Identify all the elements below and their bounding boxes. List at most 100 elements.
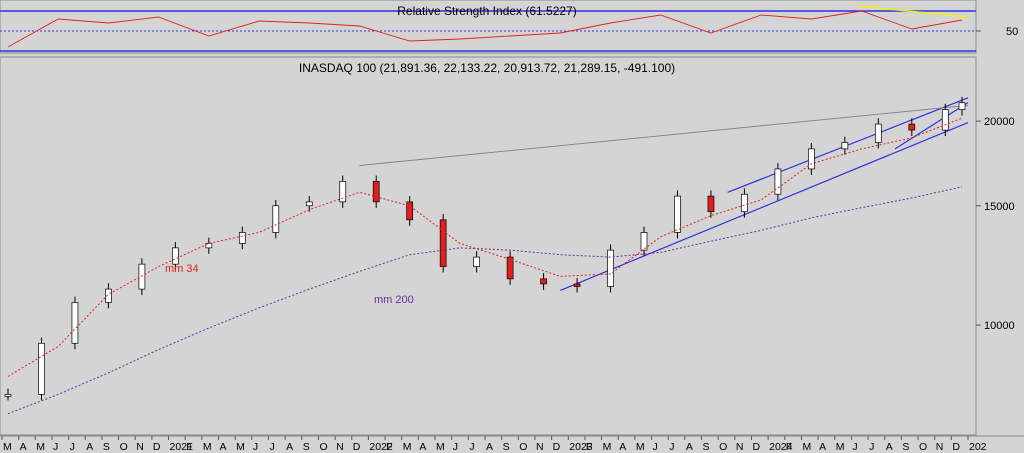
x-tick-label: M [3, 441, 12, 453]
price-title: INASDAQ 100 (21,891.36, 22,133.22, 20,91… [299, 61, 675, 75]
x-tick-label: A [419, 441, 426, 453]
x-tick-label: J [653, 441, 658, 453]
candle-body [874, 123, 882, 143]
x-tick-label: S [503, 441, 510, 453]
candle-body [138, 263, 146, 290]
x-tick-label: D [153, 441, 161, 453]
x-tick-label: A [486, 441, 493, 453]
x-tick-label: 2022 [369, 441, 393, 453]
candle-body [272, 205, 280, 233]
candle-body [607, 249, 614, 287]
rsi-series-group [7, 5, 969, 48]
x-tick-label: A [686, 441, 693, 453]
trendline [359, 104, 969, 166]
x-tick-label: F [186, 441, 192, 453]
candle-body [640, 232, 648, 251]
x-tick-label: A [286, 441, 293, 453]
x-tick-label: S [703, 441, 710, 453]
x-tick-label: S [103, 441, 110, 453]
candle-body [707, 195, 715, 213]
x-tick-label: O [120, 441, 128, 453]
price-y-axis: 10000 15000 20000 [976, 116, 1015, 332]
x-tick-label: A [20, 441, 27, 453]
candle-body [372, 180, 380, 203]
candle-body [540, 278, 547, 285]
x-tick-label: J [269, 441, 274, 453]
rsi-y-tick-label: 50 [1006, 26, 1018, 38]
rsi-trendline [857, 5, 969, 18]
x-tick-label: D [952, 441, 960, 453]
x-tick-label: M [802, 441, 811, 453]
x-tick-label: M [203, 441, 212, 453]
candle-body [305, 201, 313, 207]
rsi-y-axis: 50 [976, 26, 1018, 38]
rsi-title: Relative Strength Index (61.5227) [397, 4, 576, 18]
candle-body [4, 394, 12, 397]
candle-body [406, 201, 414, 221]
x-tick-label: J [669, 441, 674, 453]
candle-body [808, 148, 815, 170]
price-y-tick-label: 10000 [984, 320, 1015, 332]
rsi-plot-area [0, 0, 977, 54]
x-tick-label: A [86, 441, 93, 453]
x-tick-label: J [453, 441, 458, 453]
x-tick-label: J [469, 441, 474, 453]
candle-body [473, 256, 480, 267]
candle-body [205, 243, 213, 249]
moving-average-line [7, 186, 963, 415]
x-tick-label: M [636, 441, 645, 453]
x-tick-label: A [619, 441, 626, 453]
x-tick-label: D [553, 441, 561, 453]
x-tick-label: N [736, 441, 744, 453]
rsi-line [7, 10, 963, 48]
x-tick-label: N [136, 441, 144, 453]
x-tick-label: A [220, 441, 227, 453]
trendline [894, 102, 969, 150]
x-tick-label: M [436, 441, 445, 453]
rsi-panel: Relative Strength Index (61.5227) 50 [0, 0, 1018, 54]
x-tick-label: O [519, 441, 527, 453]
candle-body [506, 256, 514, 280]
series-annotation: mm 200 [374, 294, 414, 306]
candle-body [841, 142, 849, 150]
price-panel: INASDAQ 100 (21,891.36, 22,133.22, 20,91… [0, 56, 1015, 436]
candle-body [172, 247, 179, 265]
candle-body [908, 123, 916, 131]
x-tick-label: M [603, 441, 612, 453]
candle-body [105, 288, 112, 303]
x-tick-label: F [586, 441, 592, 453]
x-tick-label: J [253, 441, 258, 453]
candle-body [71, 302, 79, 344]
price-y-tick-label: 15000 [984, 201, 1015, 213]
x-tick-label: J [869, 441, 874, 453]
price-plot-area [0, 56, 977, 436]
x-tick-label: M [36, 441, 45, 453]
x-tick-label: M [403, 441, 412, 453]
price-series-group [4, 96, 966, 415]
x-tick-label: J [70, 441, 75, 453]
moving-average-line [7, 117, 963, 377]
candle-body [774, 168, 782, 195]
x-tick-label: 2023 [569, 441, 593, 453]
candle-body [339, 180, 347, 203]
x-tick-label: O [319, 441, 327, 453]
x-tick-label: F [786, 441, 792, 453]
x-tick-label: F [386, 441, 392, 453]
x-tick-label: 202 [969, 441, 987, 453]
x-tick-label: O [719, 441, 727, 453]
candle-body [674, 195, 681, 233]
x-tick-label: 2021 [170, 441, 194, 453]
x-tick-label: M [836, 441, 845, 453]
candle-body [741, 193, 748, 213]
series-annotation: mm 34 [165, 263, 199, 275]
x-tick-label: N [336, 441, 344, 453]
trendline [560, 122, 969, 291]
candle-body [238, 232, 246, 244]
candle-body [958, 102, 966, 110]
x-tick-label: D [752, 441, 760, 453]
candle-body [941, 109, 949, 131]
x-tick-label: A [819, 441, 826, 453]
